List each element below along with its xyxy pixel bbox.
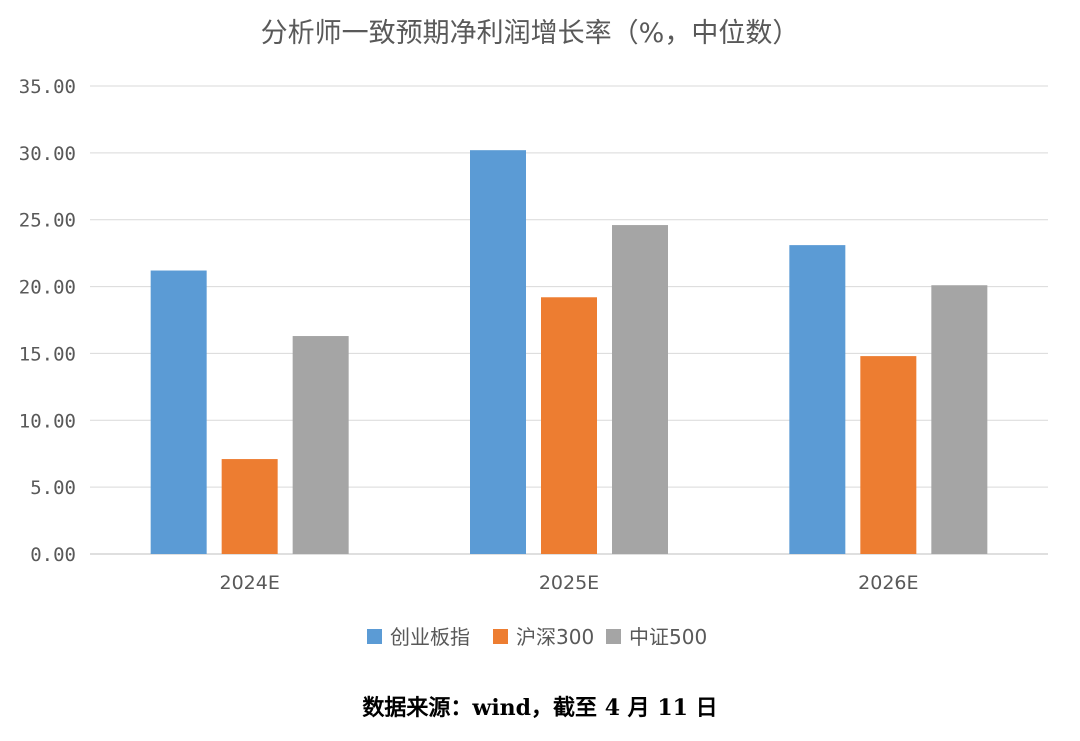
bar-中证500-2024E <box>292 336 349 554</box>
y-tick-label: 35.00 <box>19 76 76 98</box>
y-tick-label: 25.00 <box>19 210 76 232</box>
x-tick-label: 2026E <box>858 572 918 594</box>
bar-创业板指-2024E <box>150 270 207 554</box>
legend: 创业板指 沪深300 中证500 <box>367 625 707 649</box>
y-tick-label: 30.00 <box>19 143 76 165</box>
legend-label: 沪深300 <box>516 625 594 649</box>
x-tick-label: 2024E <box>219 572 279 594</box>
bar-创业板指-2025E <box>470 150 526 554</box>
legend-label: 创业板指 <box>390 625 470 649</box>
bar-沪深300-2025E <box>541 297 597 554</box>
legend-swatch <box>367 629 382 644</box>
bar-中证500-2026E <box>931 285 988 554</box>
y-tick-label: 20.00 <box>19 277 76 299</box>
bar-沪深300-2024E <box>221 459 278 554</box>
y-axis: 0.00 5.00 10.00 15.00 20.00 25.00 30.00 35.00 <box>19 76 76 566</box>
chart-title: 分析师一致预期净利润增长率（%，中位数） <box>261 18 800 49</box>
source-note: 数据来源：wind，截至 4 月 11 日 <box>362 695 718 721</box>
legend-label: 中证500 <box>629 625 707 649</box>
y-tick-label: 0.00 <box>30 544 76 566</box>
bars <box>150 150 988 554</box>
y-tick-label: 10.00 <box>19 410 76 432</box>
bar-中证500-2025E <box>612 225 668 554</box>
y-tick-label: 5.00 <box>30 477 76 499</box>
legend-swatch <box>493 629 508 644</box>
bar-创业板指-2026E <box>789 245 846 554</box>
bar-沪深300-2026E <box>860 356 917 554</box>
y-tick-label: 15.00 <box>19 343 76 365</box>
x-axis: 2024E 2025E 2026E <box>219 572 918 594</box>
x-tick-label: 2025E <box>539 572 599 594</box>
chart: 分析师一致预期净利润增长率（%，中位数） 0.00 5.00 10.00 15.00 2… <box>19 18 1048 649</box>
legend-swatch <box>606 629 621 644</box>
